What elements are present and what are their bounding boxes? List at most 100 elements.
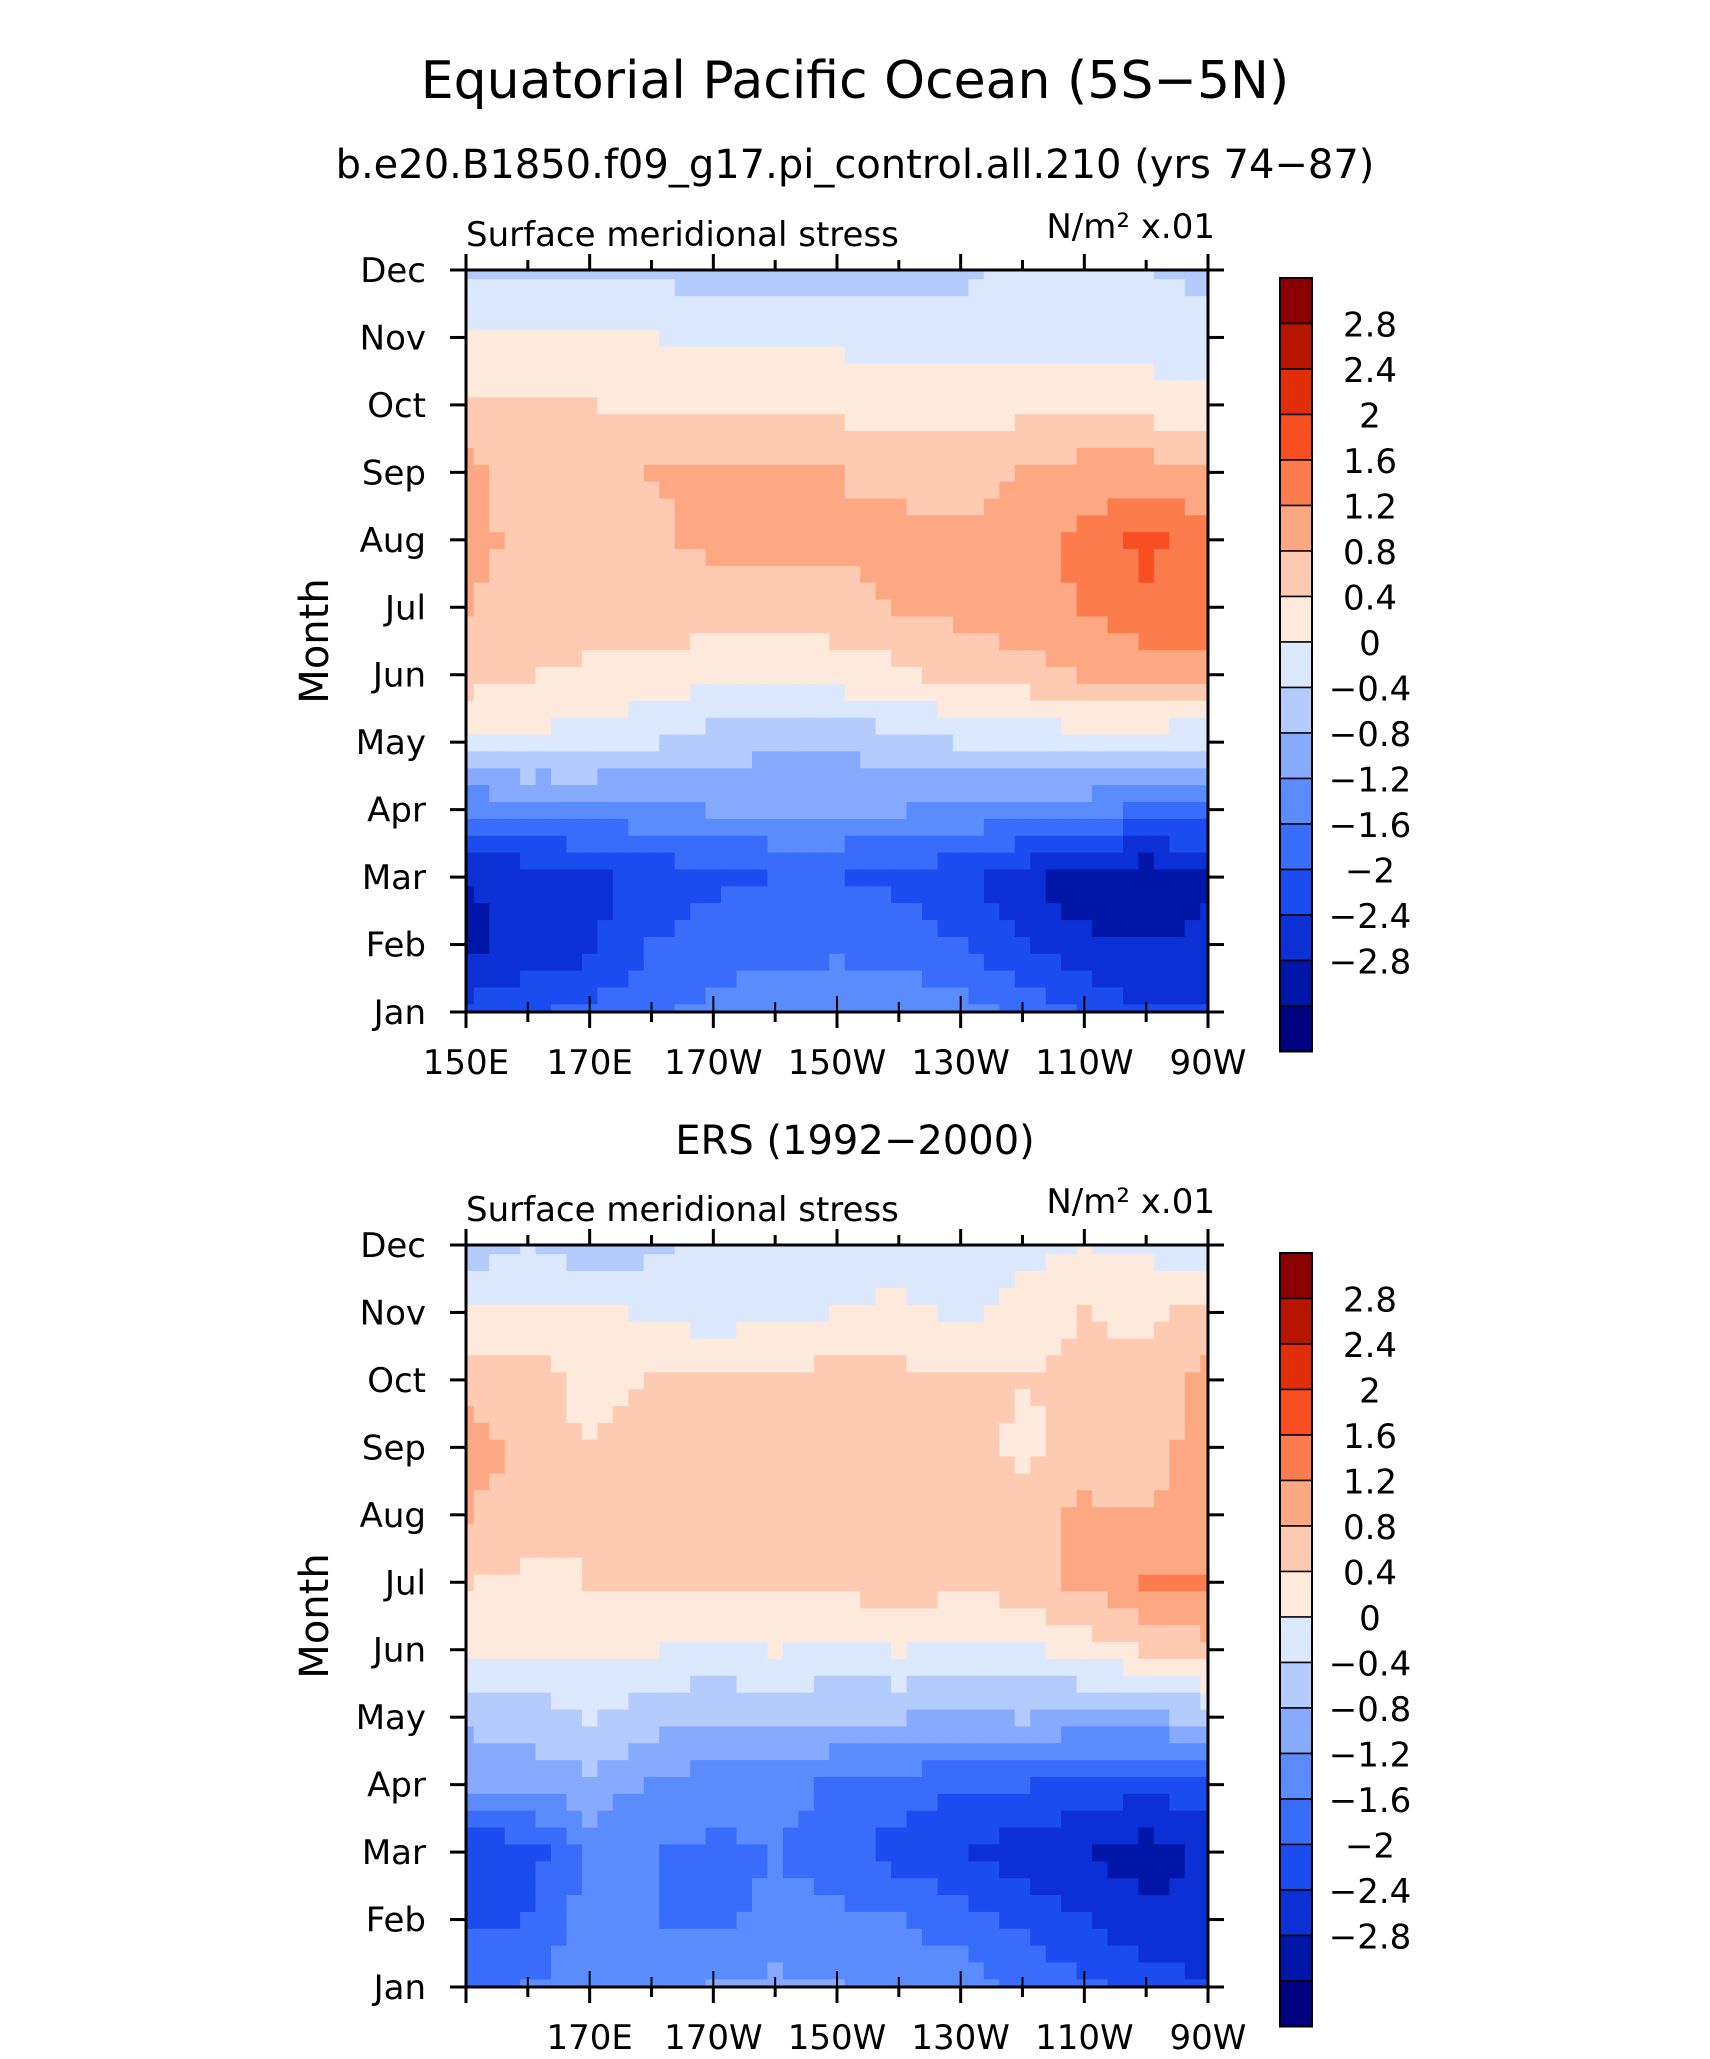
heatmap-cell (844, 767, 861, 786)
heatmap-cell (829, 1809, 846, 1828)
heatmap-cell (798, 868, 815, 887)
heatmap-cell (860, 396, 877, 415)
heatmap-cell (473, 1675, 490, 1693)
heatmap-cell (1138, 986, 1155, 1005)
heatmap-cell (875, 1624, 892, 1643)
heatmap-cell (891, 1691, 908, 1710)
heatmap-cell (875, 1961, 892, 1980)
heatmap-cell (566, 447, 583, 465)
heatmap-cell (466, 851, 475, 870)
heatmap-cell (1014, 1725, 1032, 1744)
heatmap-cell (1153, 270, 1171, 280)
heatmap-cell (798, 1270, 815, 1288)
heatmap-cell (1200, 312, 1208, 330)
heatmap-cell (1200, 1540, 1208, 1558)
heatmap-cell (566, 1776, 583, 1794)
heatmap-cell (906, 531, 923, 550)
heatmap-cell (643, 969, 661, 988)
heatmap-cell (813, 1304, 831, 1322)
heatmap-cell (690, 666, 707, 684)
heatmap-cell (1092, 581, 1109, 600)
heatmap-cell (628, 1540, 645, 1558)
heatmap-cell (489, 278, 506, 297)
heatmap-cell (968, 801, 985, 819)
heatmap-cell (906, 784, 923, 802)
heatmap-cell (659, 1405, 676, 1423)
heatmap-cell (952, 818, 970, 836)
heatmap-cell (581, 1253, 599, 1272)
heatmap-cell (1153, 362, 1171, 381)
heatmap-cell (489, 1438, 506, 1457)
heatmap-cell (473, 1371, 490, 1390)
heatmap-cell (1014, 649, 1032, 668)
top-panel: JanFebMarAprMayJunJulAugSepOctNovDec150E… (292, 207, 1411, 1083)
heatmap-cell (1122, 784, 1140, 802)
heatmap-cell (721, 1675, 738, 1693)
heatmap-cell (504, 868, 521, 887)
heatmap-cell (643, 1287, 661, 1305)
heatmap-cell (844, 885, 861, 904)
heatmap-cell (466, 345, 475, 364)
heatmap-cell (1030, 969, 1047, 988)
heatmap-cell (875, 1455, 892, 1474)
heatmap-cell (551, 514, 568, 533)
heatmap-cell (767, 1927, 784, 1946)
heatmap-cell (566, 1540, 583, 1558)
heatmap-cell (937, 1438, 954, 1457)
heatmap-cell (736, 548, 753, 566)
heatmap-cell (1138, 548, 1155, 566)
heatmap-cell (1045, 1455, 1062, 1474)
heatmap-cell (566, 1003, 583, 1012)
heatmap-cell (535, 1961, 552, 1980)
heatmap-cell (1122, 1877, 1140, 1896)
heatmap-cell (473, 1320, 490, 1339)
heatmap-cell (1030, 851, 1047, 870)
heatmap-cell (983, 295, 1001, 313)
heatmap-cell (1169, 733, 1186, 752)
heatmap-cell (782, 1809, 800, 1828)
heatmap-cell (721, 1003, 738, 1012)
heatmap-cell (1045, 1961, 1062, 1980)
heatmap-cell (1061, 1877, 1078, 1896)
heatmap-cell (1045, 531, 1062, 550)
heatmap-cell (952, 1388, 970, 1406)
heatmap-cell (736, 952, 753, 971)
heatmap-cell (1200, 1506, 1208, 1525)
heatmap-cell (1030, 565, 1047, 583)
heatmap-cell (581, 1860, 599, 1879)
heatmap-cell (875, 1337, 892, 1356)
heatmap-cell (551, 548, 568, 566)
heatmap-cell (1045, 1658, 1062, 1676)
heatmap-cell (1030, 750, 1047, 769)
heatmap-cell (906, 868, 923, 887)
heatmap-cell (1014, 1944, 1032, 1963)
heatmap-cell (628, 514, 645, 533)
heatmap-cell (952, 1371, 970, 1390)
heatmap-cell (875, 531, 892, 550)
heatmap-cell (844, 345, 861, 364)
heatmap-cell (891, 345, 908, 364)
heatmap-cell (504, 1422, 521, 1440)
heatmap-cell (1107, 1455, 1124, 1474)
heatmap-cell (535, 1287, 552, 1305)
heatmap-cell (721, 1287, 738, 1305)
heatmap-cell (767, 818, 784, 836)
heatmap-cell (1153, 1354, 1171, 1373)
heatmap-cell (891, 1911, 908, 1929)
heatmap-cell (952, 1641, 970, 1659)
heatmap-cell (489, 1270, 506, 1288)
heatmap-cell (1092, 952, 1109, 971)
heatmap-cell (612, 700, 630, 718)
heatmap-cell (1061, 1405, 1078, 1423)
heatmap-cell (813, 919, 831, 937)
heatmap-cell (674, 716, 691, 735)
heatmap-cell (705, 1759, 722, 1777)
heatmap-cell (643, 312, 661, 330)
heatmap-cell (1030, 1725, 1047, 1744)
heatmap-cell (597, 565, 614, 583)
heatmap-cell (968, 649, 985, 668)
heatmap-cell (1169, 1675, 1186, 1693)
heatmap-cell (813, 463, 831, 482)
heatmap-cell (829, 295, 846, 313)
heatmap-cell (1076, 565, 1093, 583)
